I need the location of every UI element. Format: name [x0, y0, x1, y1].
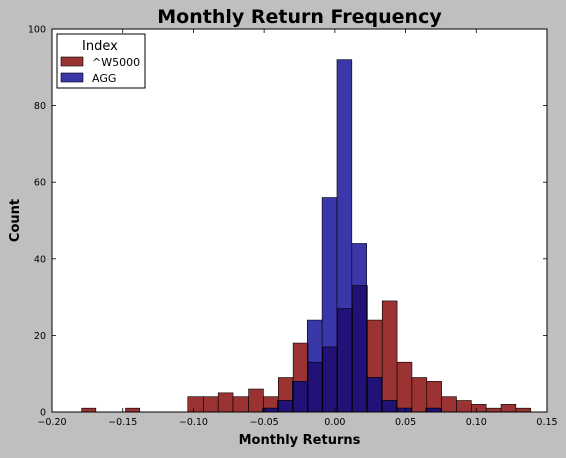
legend-title: Index [82, 39, 118, 54]
bar-overlap-9 [396, 407, 412, 413]
x-tick-label: −0.15 [108, 417, 137, 428]
y-tick-label: 100 [28, 25, 46, 36]
bar-overlap-10 [426, 407, 442, 413]
bar-w5000-6 [248, 388, 264, 413]
legend-label-w5000: ^W5000 [92, 56, 140, 69]
bar-w5000-4 [217, 392, 234, 413]
bar-overlap-1 [277, 400, 293, 413]
bar-w5000-21 [471, 404, 487, 413]
x-tick-label: −0.10 [179, 417, 208, 428]
y-axis-label: Count [8, 199, 23, 242]
bar-overlap-2 [292, 381, 308, 413]
x-tick-label: 0.00 [324, 417, 345, 428]
legend-swatch-agg [60, 72, 84, 83]
bar-w5000-3 [203, 396, 219, 413]
legend-label-agg: AGG [92, 72, 116, 85]
bar-w5000-24 [515, 407, 532, 413]
x-tick-label: 0.15 [536, 417, 557, 428]
x-tick-label: −0.05 [250, 417, 279, 428]
x-tick-label: −0.20 [37, 417, 66, 428]
bar-overlap-4 [322, 346, 338, 413]
legend: Index ^W5000 AGG [56, 33, 146, 89]
bar-w5000-2 [187, 396, 204, 413]
y-tick-label: 0 [40, 408, 46, 419]
bar-w5000-18 [426, 381, 442, 413]
bar-w5000-17 [411, 377, 428, 413]
x-tick-label: 0.05 [395, 417, 416, 428]
bar-overlap-6 [352, 285, 367, 413]
bar-overlap-0 [263, 407, 278, 413]
bar-w5000-23 [500, 404, 517, 413]
bar-overlap-3 [307, 361, 323, 413]
bar-w5000-15 [381, 300, 398, 413]
y-tick-label: 40 [34, 254, 46, 265]
bar-w5000-5 [232, 396, 249, 413]
bar-w5000-1 [125, 407, 140, 413]
bar-overlap-7 [367, 377, 382, 413]
bar-w5000-20 [456, 400, 472, 413]
legend-swatch-w5000 [60, 56, 84, 67]
chart-title: Monthly Return Frequency [157, 6, 442, 28]
bar-w5000-16 [396, 361, 413, 413]
bar-overlap-8 [381, 400, 397, 413]
bar-w5000-22 [485, 407, 502, 413]
y-tick-label: 60 [34, 178, 46, 189]
x-tick-label: 0.10 [466, 417, 487, 428]
bar-w5000-0 [81, 407, 97, 413]
y-tick-label: 80 [34, 101, 46, 112]
y-tick-label: 20 [34, 331, 46, 342]
ticks-layer: −0.20 −0.15 −0.10 −0.05 0.00 0.05 0.10 0.15 0 20 4… [28, 25, 558, 429]
bar-overlap-5 [337, 308, 353, 413]
x-axis-label: Monthly Returns [239, 433, 361, 448]
plot-frame [51, 28, 548, 413]
bar-w5000-19 [441, 396, 457, 413]
